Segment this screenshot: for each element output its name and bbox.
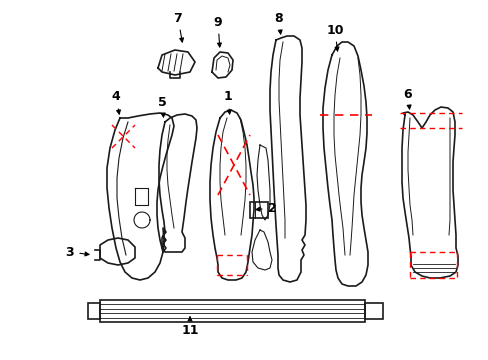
Text: 6: 6 xyxy=(403,89,411,109)
Bar xyxy=(364,303,382,319)
Bar xyxy=(88,303,100,319)
Bar xyxy=(249,202,267,218)
Text: 1: 1 xyxy=(223,90,232,114)
Text: 8: 8 xyxy=(274,12,283,34)
Text: 11: 11 xyxy=(181,317,198,337)
Text: 4: 4 xyxy=(111,90,120,114)
Bar xyxy=(100,300,364,322)
Text: 2: 2 xyxy=(256,202,276,215)
Text: 7: 7 xyxy=(173,12,183,42)
Text: 10: 10 xyxy=(325,23,343,51)
Text: 5: 5 xyxy=(157,96,166,117)
Text: 9: 9 xyxy=(213,15,222,47)
Text: 3: 3 xyxy=(65,246,89,258)
